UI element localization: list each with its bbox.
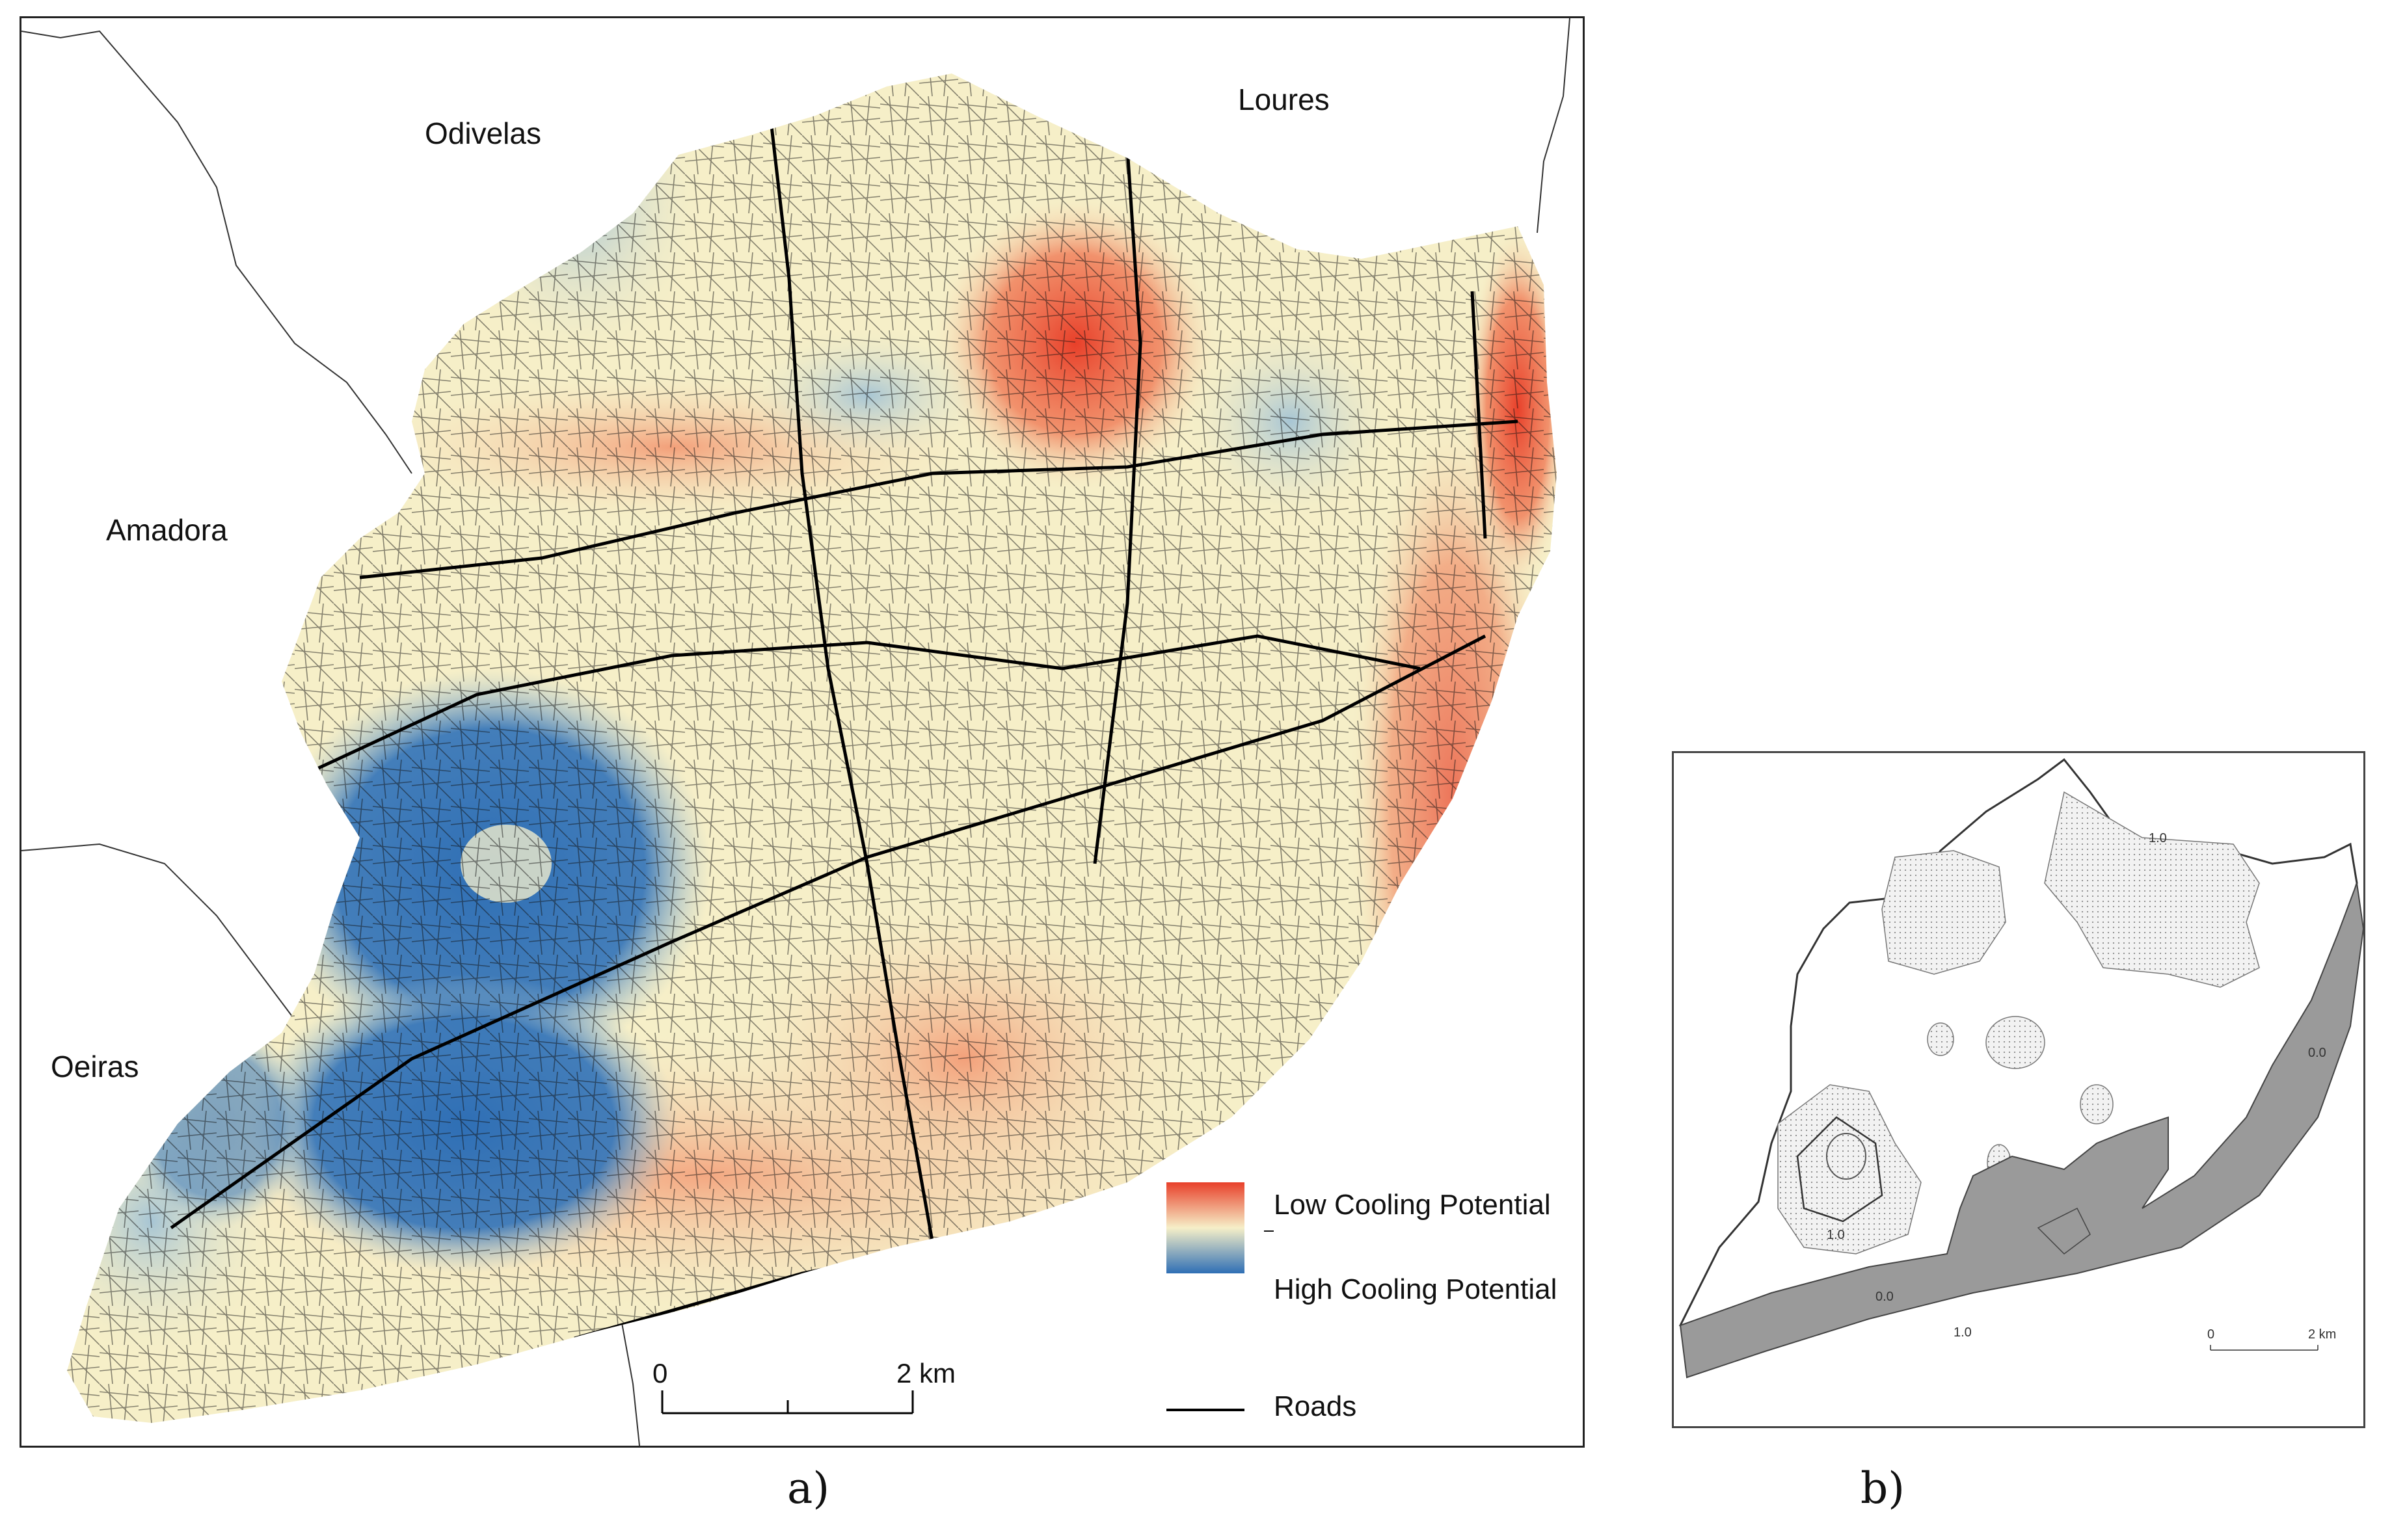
map-panel-b: 1.0 0.0 1.0 0.0 1.0 0 2 km bbox=[1672, 751, 2365, 1428]
scale-a-end: 2 km bbox=[896, 1358, 956, 1388]
cooling-surface bbox=[67, 73, 1557, 1423]
contour-label-3: 1.0 bbox=[1827, 1228, 1845, 1242]
legend-low-label: Low Cooling Potential bbox=[1274, 1189, 1551, 1221]
place-label-oeiras: Oeiras bbox=[51, 1050, 139, 1083]
isotherm-map bbox=[1678, 758, 2363, 1379]
place-label-loures: Loures bbox=[1238, 83, 1330, 116]
scale-b-end: 2 km bbox=[2308, 1327, 2337, 1342]
legend-color-ramp bbox=[1166, 1182, 1244, 1273]
place-label-amadora: Amadora bbox=[106, 513, 228, 547]
map-panel-a: Odivelas Loures Amadora Oeiras Low Cooli… bbox=[20, 16, 1585, 1448]
scale-a-start: 0 bbox=[652, 1358, 668, 1388]
scale-b-start: 0 bbox=[2207, 1327, 2215, 1342]
caption-a: a) bbox=[787, 1463, 830, 1513]
legend-high-label: High Cooling Potential bbox=[1274, 1273, 1557, 1305]
contour-label-4: 0.0 bbox=[1875, 1290, 1894, 1304]
place-label-odivelas: Odivelas bbox=[425, 116, 541, 150]
cooling-potential-map bbox=[21, 18, 1570, 1446]
contour-label-5: 1.0 bbox=[1954, 1325, 1972, 1340]
scale-bar-b bbox=[2210, 1345, 2318, 1351]
municipal-boundaries bbox=[21, 18, 1570, 1446]
contour-label-1: 1.0 bbox=[2149, 831, 2167, 845]
legend-roads-label: Roads bbox=[1274, 1390, 1357, 1422]
contour-label-2: 0.0 bbox=[2308, 1046, 2326, 1060]
scale-bar-a bbox=[661, 1390, 914, 1414]
caption-b: b) bbox=[1861, 1463, 1905, 1513]
